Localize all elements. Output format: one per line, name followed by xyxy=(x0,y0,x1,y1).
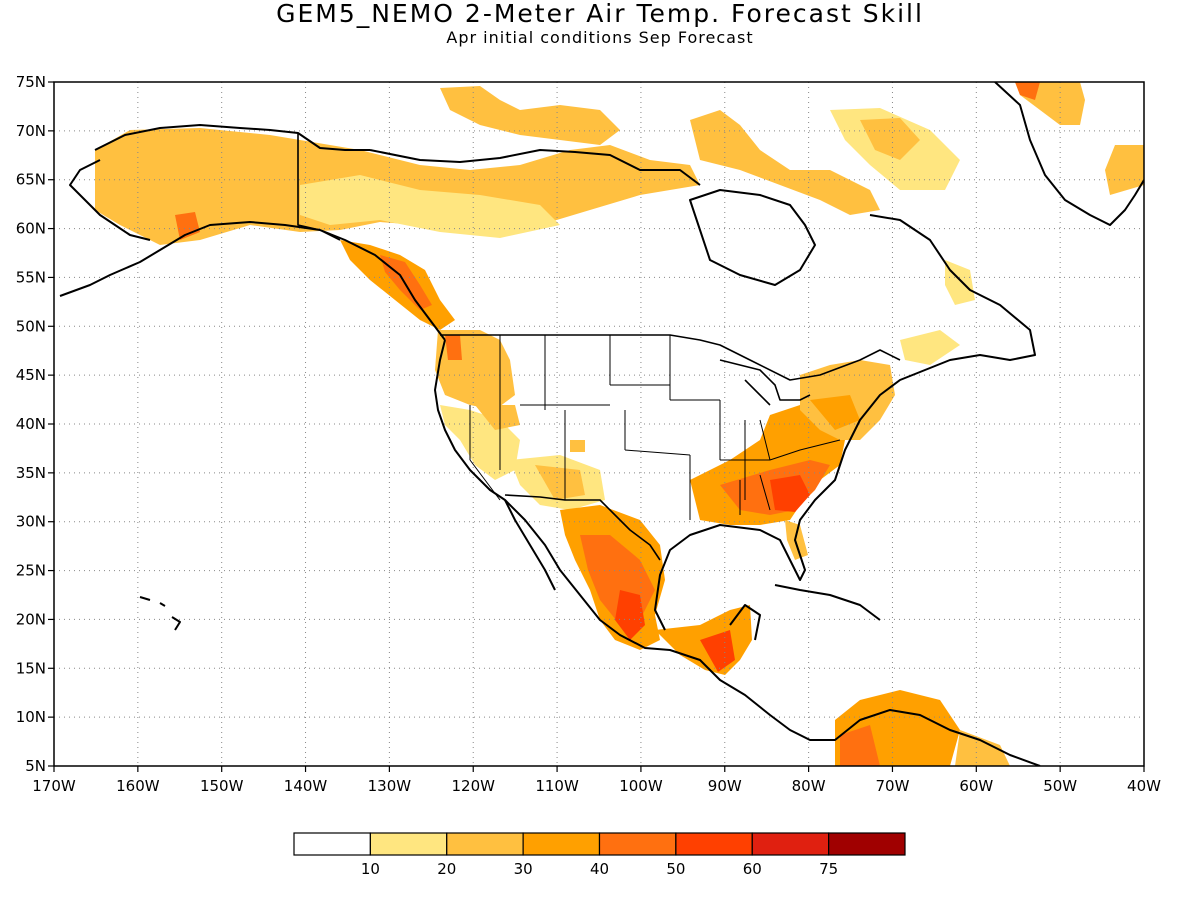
shade-greenland-southeast xyxy=(1105,145,1144,195)
shade-labrador xyxy=(945,260,975,305)
lat-tick-label: 60N xyxy=(16,220,46,238)
coastlines xyxy=(59,82,1144,766)
lat-tick-label: 75N xyxy=(16,73,46,91)
lat-tick-label: 20N xyxy=(16,610,46,628)
border-alaska-yukon xyxy=(297,133,341,241)
coast-hudson-bay xyxy=(689,189,816,286)
lon-tick-label: 80W xyxy=(792,777,826,795)
shade-nsa-red xyxy=(840,725,880,766)
lat-tick-label: 35N xyxy=(16,464,46,482)
state-borders xyxy=(469,335,841,520)
lon-tick-label: 170W xyxy=(32,777,76,795)
shade-great-basin-core xyxy=(475,405,520,430)
coast-alaska-west xyxy=(69,159,151,241)
colorbar-swatch xyxy=(675,832,753,856)
colorbar-swatch xyxy=(369,832,448,856)
colorbar-swatch xyxy=(828,832,906,856)
lat-axis-labels: 75N 70N 65N 60N 55N 50N 45N 40N 35N 30N 25N 20N 15N 1… xyxy=(16,73,46,775)
coast-alaska xyxy=(59,124,446,341)
chart-title: GEM5_NEMO 2-Meter Air Temp. Forecast Ski… xyxy=(276,0,924,28)
shade-arctic-islands xyxy=(440,86,620,145)
shade-colorado xyxy=(570,440,585,452)
lon-tick-label: 40W xyxy=(1127,777,1161,795)
lat-tick-label: 40N xyxy=(16,415,46,433)
shade-florida xyxy=(785,520,808,560)
colorbar-label: 10 xyxy=(361,860,380,878)
colorbar: 10 20 30 40 50 60 75 xyxy=(293,832,906,878)
shade-mexico-core xyxy=(615,590,645,640)
lat-tick-label: 25N xyxy=(16,562,46,580)
lon-tick-label: 150W xyxy=(200,777,244,795)
colorbar-label: 30 xyxy=(514,860,533,878)
shade-georgia-carolina xyxy=(770,475,810,512)
shade-alaska-yellow xyxy=(300,175,560,238)
lon-tick-label: 160W xyxy=(116,777,160,795)
shade-pnw-red xyxy=(445,335,462,360)
colorbar-swatch xyxy=(293,832,371,856)
shade-maritimes xyxy=(900,330,960,365)
lat-tick-label: 70N xyxy=(16,122,46,140)
coast-arctic xyxy=(369,149,701,186)
lat-tick-label: 15N xyxy=(16,659,46,677)
coast-great-lakes xyxy=(719,359,811,406)
lon-tick-label: 60W xyxy=(959,777,993,795)
lat-tick-label: 5N xyxy=(25,757,46,775)
colorbar-swatch xyxy=(751,832,830,856)
coast-labrador xyxy=(654,214,1036,631)
colorbar-swatch xyxy=(522,832,601,856)
lon-tick-label: 90W xyxy=(708,777,742,795)
colorbar-label: 20 xyxy=(437,860,456,878)
colorbar-label: 75 xyxy=(819,860,838,878)
lat-tick-label: 55N xyxy=(16,268,46,286)
chart-subtitle: Apr initial conditions Sep Forecast xyxy=(446,28,754,47)
lat-tick-label: 65N xyxy=(16,171,46,189)
lon-tick-label: 140W xyxy=(284,777,328,795)
lat-tick-label: 45N xyxy=(16,366,46,384)
lon-tick-label: 50W xyxy=(1043,777,1077,795)
colorbar-label: 40 xyxy=(590,860,609,878)
coast-cuba xyxy=(774,584,881,621)
lon-tick-label: 130W xyxy=(368,777,412,795)
colorbar-label: 50 xyxy=(666,860,685,878)
coast-west xyxy=(434,339,1041,766)
coast-hawaii xyxy=(139,596,181,631)
shade-northeast-core xyxy=(810,395,860,430)
coast-baja xyxy=(504,499,556,591)
shade-alaska-south-coast xyxy=(175,212,200,240)
lon-axis-labels: 170W 160W 150W 140W 130W 120W 110W 100W 90W 80W 70… xyxy=(32,777,1161,795)
lat-tick-label: 30N xyxy=(16,513,46,531)
shade-southwest-core xyxy=(535,465,585,500)
lon-tick-label: 70W xyxy=(876,777,910,795)
colorbar-swatch xyxy=(598,832,677,856)
border-mexico-us xyxy=(504,494,661,561)
lon-tick-label: 120W xyxy=(451,777,495,795)
axis-ticks xyxy=(48,81,1145,772)
coast-yucatan xyxy=(729,604,761,641)
shade-nsa-yellow xyxy=(955,730,1010,766)
colorbar-label: 60 xyxy=(743,860,762,878)
shade-baffin-core xyxy=(860,118,920,160)
shade-greenland-red xyxy=(1015,82,1040,100)
coast-greenland xyxy=(994,82,1144,226)
shade-central-america-red xyxy=(700,630,735,672)
lat-tick-label: 50N xyxy=(16,317,46,335)
colorbar-swatch xyxy=(446,832,524,856)
lon-tick-label: 110W xyxy=(535,777,579,795)
skill-shading xyxy=(95,82,1144,766)
shade-arctic-east xyxy=(690,110,880,215)
border-canada-us xyxy=(440,334,901,381)
lat-tick-label: 10N xyxy=(16,708,46,726)
lon-tick-label: 100W xyxy=(619,777,663,795)
